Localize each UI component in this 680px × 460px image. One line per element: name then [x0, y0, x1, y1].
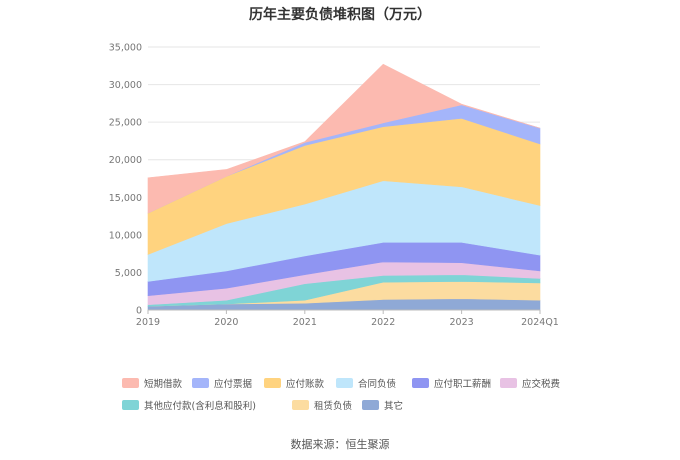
- area-短期借款: [147, 63, 541, 214]
- y-tick-label: 15,000: [109, 193, 142, 204]
- y-tick-label: 20,000: [109, 155, 142, 166]
- legend-item[interactable]: 短期借款: [122, 376, 182, 390]
- legend-swatch: [412, 378, 429, 388]
- legend-swatch: [122, 378, 139, 388]
- legend-item[interactable]: 应付票据: [192, 376, 252, 390]
- y-tick-label: 25,000: [109, 118, 142, 129]
- x-axis: 2019 2020 2021 2022 2023 2024Q1: [136, 309, 559, 328]
- legend-label: 应交税费: [522, 379, 561, 390]
- x-tick-label: 2020: [214, 317, 238, 328]
- legend-item[interactable]: 应付职工薪酬: [412, 376, 491, 390]
- chart-title: 历年主要负债堆积图（万元）: [249, 7, 431, 23]
- legend-label: 应付职工薪酬: [434, 379, 492, 390]
- legend-item[interactable]: 合同负债: [336, 376, 396, 390]
- legend-swatch: [500, 378, 517, 388]
- legend-label: 其他应付款(含利息和股利): [144, 401, 256, 412]
- x-tick-label: 2023: [450, 317, 474, 328]
- legend-label: 其它: [384, 401, 404, 412]
- legend-label: 短期借款: [144, 379, 183, 390]
- legend-item[interactable]: 其它: [362, 398, 403, 412]
- y-axis-ticks: 35,000 30,000 25,000 20,000 15,000 10,000 5,00…: [109, 43, 142, 317]
- legend-swatch: [264, 378, 281, 388]
- legend-label: 应付账款: [286, 379, 325, 390]
- legend-item[interactable]: 其他应付款(含利息和股利): [122, 398, 256, 412]
- x-tick-label: 2019: [136, 317, 160, 328]
- legend-swatch: [192, 378, 209, 388]
- x-tick-label: 2024Q1: [521, 317, 559, 328]
- legend-item[interactable]: 应交税费: [500, 376, 560, 390]
- y-tick-label: 10,000: [109, 230, 142, 241]
- data-source: 数据来源：恒生聚源: [290, 438, 390, 451]
- x-tick-label: 2021: [293, 317, 317, 328]
- legend-item[interactable]: 租赁负债: [292, 398, 352, 412]
- y-tick-label: 0: [136, 306, 142, 317]
- legend-swatch: [122, 400, 139, 410]
- legend-swatch: [336, 378, 353, 388]
- legend-label: 租赁负债: [314, 401, 353, 412]
- area-series: [147, 63, 541, 311]
- legend-swatch: [362, 400, 379, 410]
- y-tick-label: 35,000: [109, 43, 142, 54]
- y-tick-label: 5,000: [115, 268, 142, 279]
- legend-label: 应付票据: [214, 379, 253, 390]
- legend-swatch: [292, 400, 309, 410]
- x-tick-label: 2022: [371, 317, 395, 328]
- legend-label: 合同负债: [358, 379, 397, 390]
- y-tick-label: 30,000: [109, 80, 142, 91]
- legend-item[interactable]: 应付账款: [264, 376, 324, 390]
